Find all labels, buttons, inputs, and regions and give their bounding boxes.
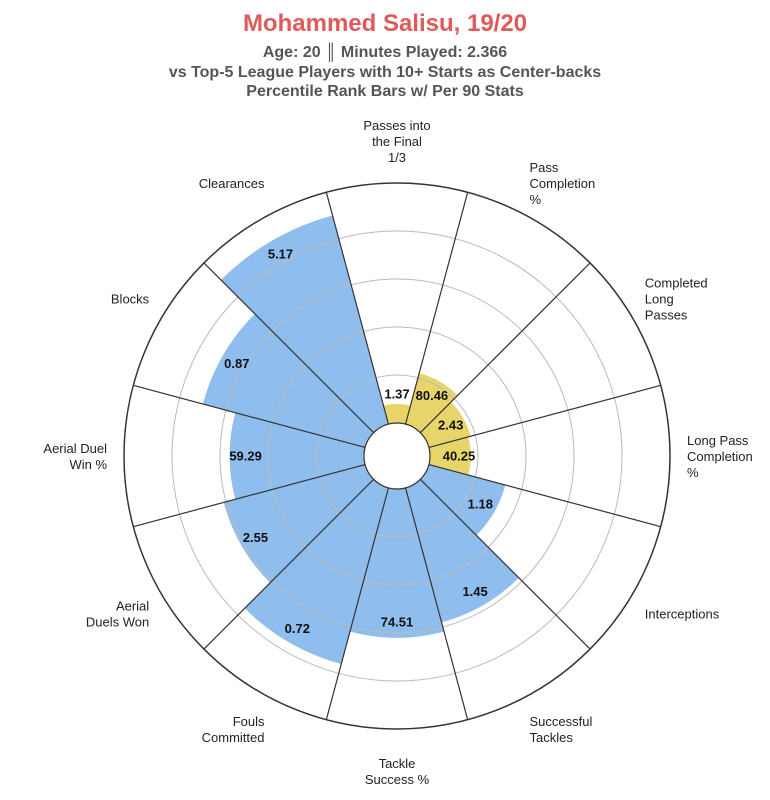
bar-tackle-success-: [349, 487, 445, 638]
spoke-line: [325, 487, 390, 720]
category-label: Interceptions: [645, 606, 720, 621]
grid-circle-60: [219, 278, 575, 634]
spoke-line: [133, 384, 366, 449]
category-label-line: Interceptions: [645, 606, 720, 621]
category-label-line: %: [687, 465, 699, 480]
category-label-line: %: [530, 192, 542, 207]
category-label-line: Completion: [687, 449, 753, 464]
inner-hole: [363, 422, 431, 490]
chart-subtitle-comparison: vs Top-5 League Players with 10+ Starts …: [168, 64, 602, 81]
category-label-line: Successful: [530, 713, 593, 728]
category-label-line: Duels Won: [86, 614, 149, 629]
category-label-line: Tackles: [530, 729, 574, 744]
spoke-line: [419, 478, 591, 650]
spoke-line: [203, 262, 375, 434]
category-label: Long Pass Completion%: [687, 433, 753, 480]
category-label-line: Clearances: [199, 176, 265, 191]
grid-circle-20: [315, 374, 479, 538]
chart-subtitle-description: Percentile Rank Bars w/ Per 90 Stats: [246, 83, 524, 100]
category-label: Completed Long Passes: [645, 275, 708, 322]
bar-successful-tackles: [405, 479, 519, 623]
spokes-group: [133, 192, 661, 720]
value-label: 1.37: [384, 387, 409, 402]
category-label-line: Tackle: [379, 756, 416, 771]
value-label: 1.45: [462, 584, 487, 599]
value-label: 40.25: [443, 449, 476, 464]
category-label: Clearances: [199, 176, 265, 191]
value-label: 0.72: [285, 621, 310, 636]
category-label: Tackle Success %: [365, 756, 430, 787]
category-label-line: the Final: [372, 134, 422, 149]
outer-ring: [123, 182, 671, 730]
bar-passes-into-the-final-1-3: [383, 403, 411, 425]
value-labels-group: 1.37 80.46 2.43 40.25 1.18 1.45 74.51 0.72 2.55 5…: [224, 247, 493, 636]
category-label-line: Completed: [645, 275, 708, 290]
category-label: Aerial Duel Win %: [43, 441, 107, 472]
category-label-line: Passes into: [363, 118, 430, 133]
spoke-line: [428, 384, 661, 449]
spoke-line: [203, 478, 375, 650]
grid-circle-40: [267, 326, 527, 586]
category-label-line: Long: [645, 291, 674, 306]
category-label-line: Committed: [202, 729, 265, 744]
bar-blocks: [202, 313, 374, 448]
spoke-line: [404, 487, 469, 720]
bar-aerial-duel-win-: [229, 412, 366, 500]
value-label: 59.29: [229, 449, 262, 464]
bar-completed-long-passes: [420, 402, 471, 448]
value-label: 80.46: [416, 388, 449, 403]
spoke-line: [133, 463, 366, 528]
spoke-line: [428, 463, 661, 528]
value-label: 5.17: [268, 247, 293, 262]
bars-group: [202, 215, 519, 665]
category-label-line: Aerial: [116, 598, 149, 613]
spoke-line: [325, 192, 390, 425]
category-label: Successful Tackles: [530, 713, 593, 744]
category-label-line: Blocks: [111, 291, 150, 306]
category-label-line: Pass: [530, 160, 559, 175]
bar-interceptions: [420, 464, 506, 536]
value-label: 74.51: [381, 614, 414, 629]
category-label-line: Fouls: [233, 713, 265, 728]
category-label: Passes into the Final 1/3: [363, 118, 430, 165]
chart-title: Mohammed Salisu, 19/20: [242, 10, 528, 37]
grid-circle-80: [171, 230, 623, 682]
category-label: Fouls Committed: [202, 713, 265, 744]
value-label: 2.55: [243, 530, 268, 545]
category-label-line: Passes: [645, 307, 688, 322]
category-label-line: Completion: [530, 176, 596, 191]
category-label: Blocks: [111, 291, 150, 306]
value-label: 2.43: [438, 418, 463, 433]
chart-subtitle-age-minutes: Age: 20 ║ Minutes Played: 2.366: [262, 44, 508, 61]
value-label: 1.18: [468, 497, 493, 512]
spoke-line: [404, 192, 469, 425]
value-label: 0.87: [224, 356, 249, 371]
bar-aerial-duels-won: [223, 464, 374, 583]
category-label-line: Success %: [365, 772, 430, 787]
category-label-line: 1/3: [388, 150, 406, 165]
category-label: Aerial Duels Won: [86, 598, 149, 629]
category-label-line: Win %: [69, 457, 107, 472]
category-label-line: Aerial Duel: [43, 441, 107, 456]
category-label: Pass Completion%: [530, 160, 596, 207]
spoke-line: [419, 262, 591, 434]
grid-group: [171, 230, 623, 682]
bar-fouls-committed: [244, 479, 389, 665]
bar-pass-completion-: [405, 373, 458, 433]
bar-long-pass-completion-: [428, 436, 471, 476]
category-label-line: Long Pass: [687, 433, 749, 448]
